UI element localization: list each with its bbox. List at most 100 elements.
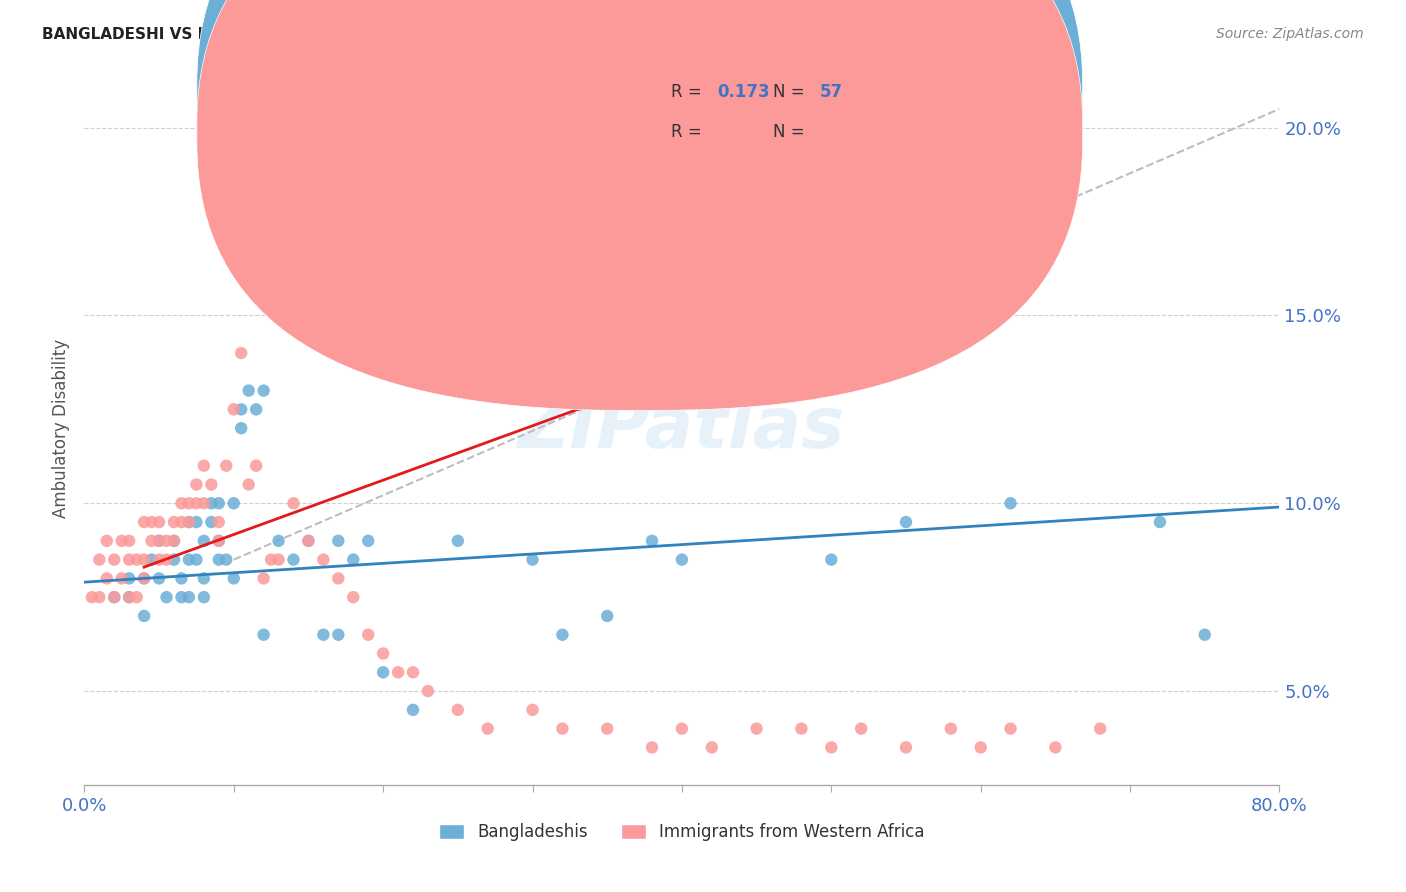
Point (125, 590, 148, 604)
Point (447, 533, 470, 548)
Point (132, 552, 156, 566)
Point (186, 552, 208, 566)
Point (238, 384, 260, 398)
Point (387, 665, 409, 680)
Point (522, 552, 544, 566)
Point (551, 628, 574, 642)
Point (641, 533, 664, 548)
Point (328, 571, 350, 585)
Point (260, 552, 283, 566)
Point (245, 402, 267, 417)
Point (118, 552, 141, 566)
Point (103, 590, 125, 604)
Point (894, 515, 917, 529)
Text: R =: R = (671, 123, 702, 141)
Point (312, 628, 335, 642)
Point (132, 571, 156, 585)
Point (851, 722, 873, 736)
Point (89, 590, 111, 604)
Point (939, 722, 962, 736)
Point (1000, 722, 1022, 736)
Point (193, 571, 215, 585)
Point (148, 533, 170, 548)
Point (671, 552, 693, 566)
Point (103, 552, 125, 566)
Point (103, 590, 125, 604)
Point (253, 384, 276, 398)
Point (155, 552, 177, 566)
Point (200, 515, 222, 529)
Point (193, 590, 215, 604)
Point (111, 533, 134, 548)
Text: N =: N = (773, 123, 804, 141)
Point (118, 571, 141, 585)
Text: 0.173: 0.173 (717, 83, 769, 101)
Point (820, 552, 842, 566)
Point (170, 590, 193, 604)
Point (342, 552, 364, 566)
Text: 57: 57 (820, 83, 842, 101)
Point (155, 590, 177, 604)
Point (596, 722, 619, 736)
Text: N =: N = (773, 83, 804, 101)
Point (1000, 496, 1022, 510)
Point (970, 740, 993, 755)
Point (253, 571, 276, 585)
Point (1045, 740, 1067, 755)
Point (193, 458, 215, 473)
Point (596, 609, 619, 624)
Point (208, 533, 231, 548)
Text: ZIPatlas: ZIPatlas (519, 393, 845, 463)
Point (132, 609, 156, 624)
Point (231, 421, 253, 435)
Legend: Bangladeshis, Immigrants from Western Africa: Bangladeshis, Immigrants from Western Af… (432, 817, 932, 848)
Point (1194, 628, 1216, 642)
Point (141, 533, 163, 548)
Point (163, 533, 186, 548)
Point (447, 703, 470, 717)
Point (208, 496, 231, 510)
Point (118, 590, 141, 604)
Point (193, 533, 215, 548)
Point (297, 533, 319, 548)
Point (477, 722, 499, 736)
Point (222, 496, 245, 510)
Point (80, 590, 103, 604)
Point (357, 533, 380, 548)
Point (357, 628, 380, 642)
Point (790, 722, 813, 736)
Point (245, 458, 267, 473)
Point (820, 740, 842, 755)
Point (416, 684, 439, 698)
Point (111, 571, 134, 585)
Point (177, 515, 200, 529)
Point (342, 590, 364, 604)
Point (186, 496, 208, 510)
Point (1090, 722, 1112, 736)
Text: 0.477: 0.477 (717, 123, 770, 141)
Point (700, 740, 723, 755)
Point (402, 665, 425, 680)
Point (208, 552, 231, 566)
Point (231, 346, 253, 360)
Point (283, 496, 305, 510)
Point (89, 552, 111, 566)
Point (373, 647, 395, 661)
Point (155, 533, 177, 548)
Point (267, 533, 290, 548)
Point (163, 533, 186, 548)
Point (477, 233, 499, 247)
Point (894, 740, 917, 755)
Point (193, 496, 215, 510)
Point (177, 496, 200, 510)
Point (208, 515, 231, 529)
Point (141, 515, 163, 529)
Point (1149, 515, 1171, 529)
Point (222, 571, 245, 585)
Point (283, 552, 305, 566)
Point (208, 533, 231, 548)
Point (671, 722, 693, 736)
Point (170, 496, 193, 510)
Point (148, 515, 170, 529)
Point (170, 571, 193, 585)
